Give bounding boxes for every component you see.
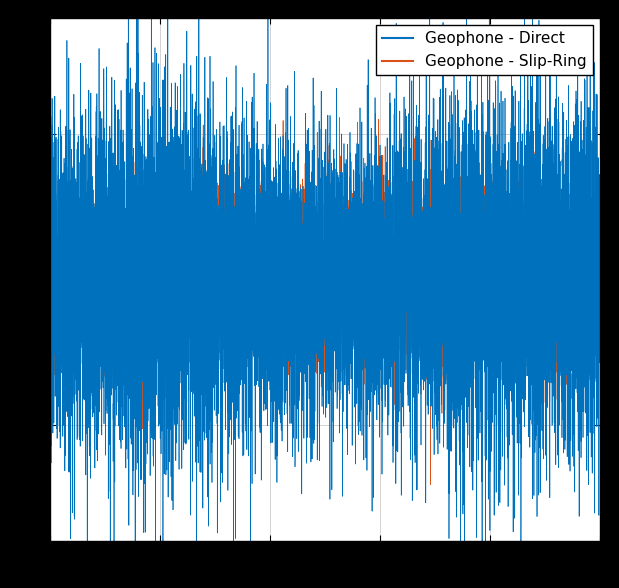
Geophone - Direct [568,175,575,182]
Geophone - Slip-Ring [154,231,161,238]
Geophone - Slip-Ring [597,212,604,219]
Line: Geophone - Direct: Geophone - Direct [50,0,600,573]
Geophone - Direct [79,111,86,118]
Geophone - Slip-Ring [46,307,53,314]
Geophone - Slip-Ring [568,186,575,193]
Geophone - Slip-Ring [401,108,409,115]
Geophone - Direct [48,421,56,428]
Geophone - Slip-Ring [315,296,322,303]
Geophone - Direct [46,141,53,148]
Geophone - Direct [69,287,76,294]
Geophone - Direct [106,570,114,577]
Geophone - Direct [315,353,322,360]
Line: Geophone - Slip-Ring: Geophone - Slip-Ring [50,112,600,485]
Legend: Geophone - Direct, Geophone - Slip-Ring: Geophone - Direct, Geophone - Slip-Ring [376,25,593,75]
Geophone - Slip-Ring [79,272,86,279]
Geophone - Slip-Ring [69,296,76,303]
Geophone - Slip-Ring [427,481,435,488]
Geophone - Slip-Ring [48,279,56,286]
Geophone - Direct [154,258,162,265]
Geophone - Direct [597,380,604,387]
